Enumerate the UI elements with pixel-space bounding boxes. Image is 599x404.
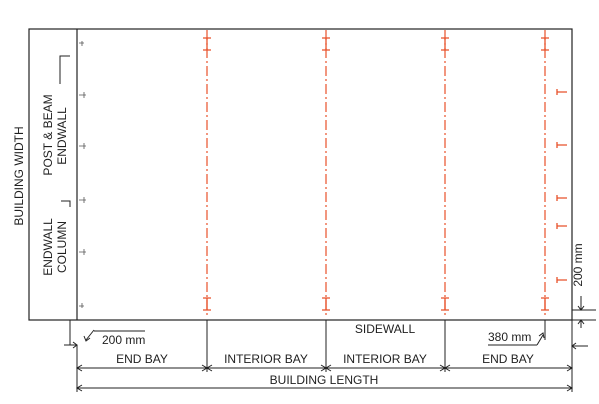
column-symbol bbox=[203, 37, 211, 51]
interior-bay-1-label: INTERIOR BAY bbox=[224, 352, 308, 366]
column-symbol bbox=[441, 297, 449, 311]
arrow bbox=[325, 364, 332, 372]
endwall-column-tick bbox=[556, 89, 567, 95]
post-beam-leader bbox=[59, 55, 70, 84]
building-length-label: BUILDING LENGTH bbox=[270, 373, 379, 387]
interior-bay-2-label: INTERIOR BAY bbox=[343, 352, 427, 366]
arrow bbox=[444, 364, 451, 372]
endwall-column-tick bbox=[79, 249, 86, 255]
arrow bbox=[566, 364, 573, 372]
column-symbol bbox=[203, 297, 211, 311]
endwall-label-upper: ENDWALL bbox=[55, 107, 69, 165]
building-outline bbox=[28, 28, 573, 321]
endwall-column-tick bbox=[79, 92, 86, 98]
endwall-column-tick bbox=[79, 143, 86, 149]
endwall-column-leader bbox=[61, 200, 71, 207]
arrow bbox=[577, 319, 585, 325]
endwall-column-tick bbox=[556, 223, 567, 229]
endwall-column-tick bbox=[556, 142, 567, 148]
endwall-label-lower: ENDWALL bbox=[41, 218, 55, 276]
dim-200-right-label: 200 mm bbox=[571, 243, 585, 286]
column-label: COLUMN bbox=[55, 221, 69, 273]
end-bay-right-label: END BAY bbox=[482, 352, 534, 366]
arrow bbox=[577, 305, 585, 311]
post-beam-label: POST & BEAM bbox=[41, 94, 55, 175]
dim-380-label: 380 mm bbox=[488, 330, 531, 344]
arrow bbox=[206, 364, 213, 372]
left-endwall-columns bbox=[79, 41, 86, 308]
right-endwall-columns bbox=[556, 89, 567, 283]
rigid-frame-columns bbox=[203, 37, 549, 311]
arrow bbox=[76, 384, 83, 392]
endwall-column-tick bbox=[556, 277, 567, 283]
building-width-label: BUILDING WIDTH bbox=[12, 126, 26, 225]
dim-200-bottom-leader bbox=[85, 329, 95, 341]
sidewall-label: SIDEWALL bbox=[355, 322, 416, 336]
endwall-column-tick bbox=[79, 303, 84, 308]
column-symbol bbox=[322, 37, 330, 51]
arrow bbox=[76, 364, 83, 372]
arrow bbox=[83, 335, 91, 342]
gridlines bbox=[206, 30, 546, 318]
endwall-column-tick bbox=[79, 41, 84, 46]
column-symbol bbox=[322, 297, 330, 311]
end-bay-left-label: END BAY bbox=[116, 352, 168, 366]
column-symbol bbox=[541, 37, 549, 51]
arrow bbox=[538, 332, 545, 339]
column-symbol bbox=[541, 297, 549, 311]
dim-200-bottom-label: 200 mm bbox=[102, 333, 145, 347]
endwall-column-tick bbox=[556, 195, 567, 201]
bay-dimension-row bbox=[76, 320, 573, 392]
column-symbol bbox=[441, 37, 449, 51]
arrow bbox=[566, 384, 573, 392]
dim-380-leader bbox=[536, 334, 544, 346]
endwall-column-tick bbox=[79, 197, 86, 203]
